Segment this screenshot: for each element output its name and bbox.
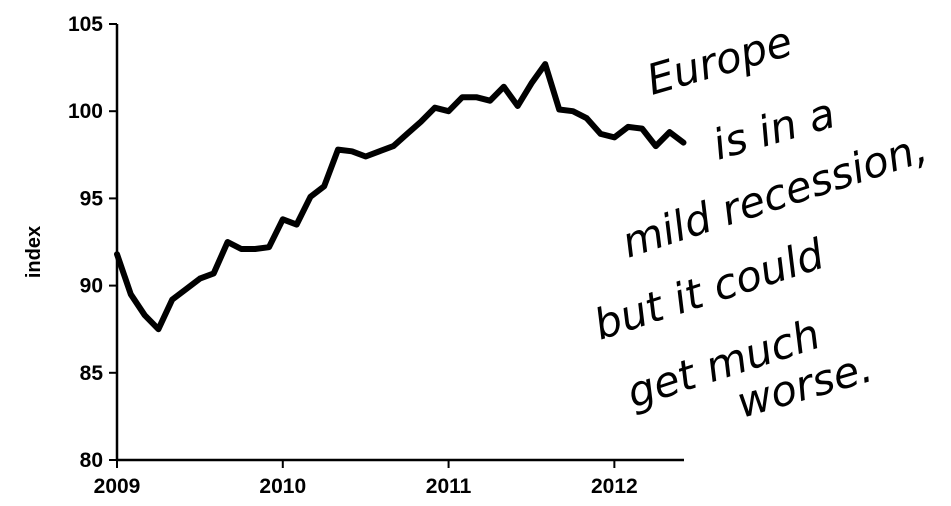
- y-tick-label-95: 95: [80, 187, 104, 210]
- y-tick-label-105: 105: [68, 13, 103, 36]
- x-tick-label-2010: 2010: [259, 475, 306, 498]
- y-tick-label-80: 80: [80, 449, 103, 472]
- y-tick-label-85: 85: [80, 362, 104, 385]
- handwritten-annotation: Europe is in a mild recession, but it co…: [588, 17, 933, 428]
- y-axis-title: index: [23, 226, 45, 278]
- series-points: [117, 64, 684, 329]
- x-tick-label-2009: 2009: [94, 475, 141, 498]
- axis-ticks: [109, 23, 616, 468]
- x-tick-label-2012: 2012: [591, 475, 638, 498]
- series-line: [114, 61, 687, 333]
- y-tick-labels: 80 85 90 95 100 105: [68, 13, 103, 472]
- y-tick-label-90: 90: [80, 275, 103, 298]
- y-tick-label-100: 100: [68, 100, 103, 123]
- annotation-line-1: Europe: [641, 17, 797, 105]
- x-tick-label-2011: 2011: [426, 475, 472, 498]
- x-tick-labels: 2009 2010 2011 2012: [94, 475, 638, 498]
